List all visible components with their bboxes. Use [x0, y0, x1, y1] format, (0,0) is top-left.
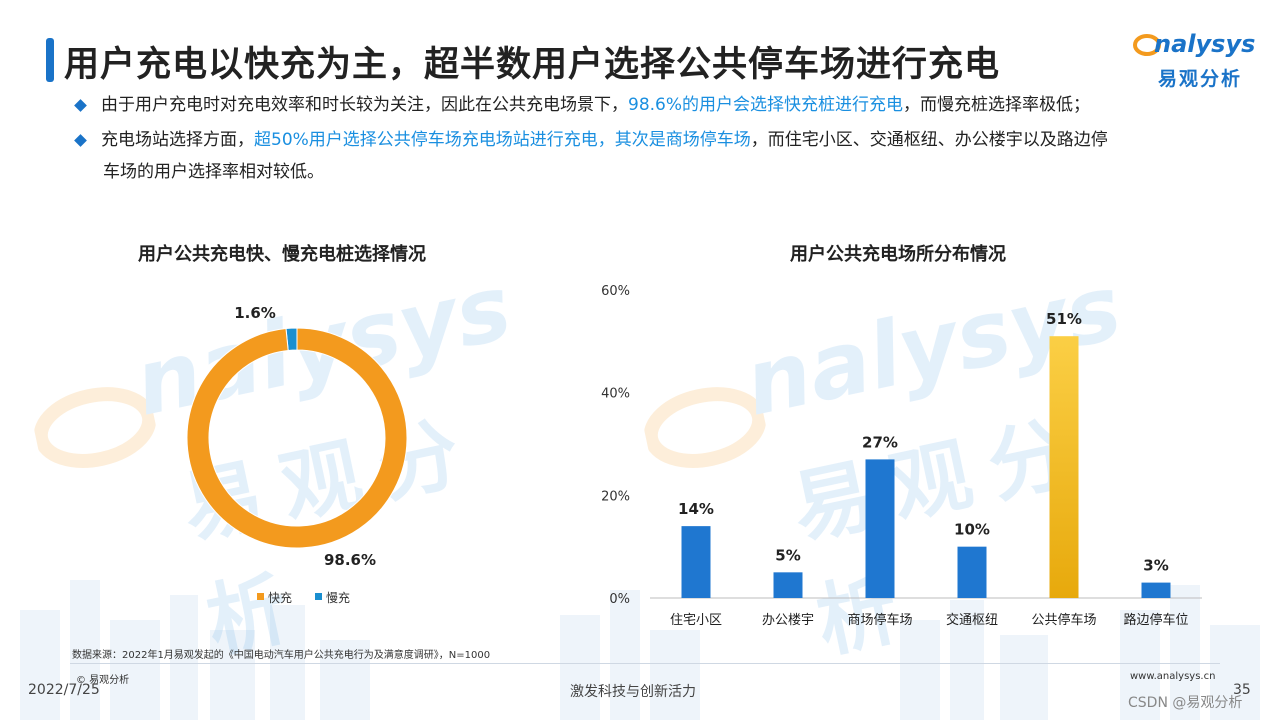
logo-cn: 易观分析: [1158, 68, 1243, 90]
title-accent-bar: [46, 38, 54, 82]
logo-swoosh-icon: [1133, 34, 1161, 56]
bar-chart: 0% 20% 40% 60% 14% 住宅小区 5% 办公楼宇 27% 商场停车场 10% 交通枢纽 5…: [601, 284, 1202, 628]
bar-2: [865, 459, 895, 598]
x-category-label: 路边停车位: [1123, 612, 1188, 628]
bar-value-label: 5%: [775, 546, 800, 564]
bullet-2: 充电场站选择方面，超50%用户选择公共停车场充电场站进行充电，其次是商场停车场，…: [74, 125, 1108, 155]
bar-chart-title: 用户公共充电场所分布情况: [790, 244, 1006, 265]
x-category-label: 住宅小区: [670, 613, 722, 628]
watermark-logo-icon: [643, 387, 767, 468]
date: 2022/7/25: [28, 682, 100, 698]
bullet-2-continuation: 车场的用户选择率相对较低。: [103, 162, 324, 182]
bar-5: [1141, 582, 1171, 598]
donut-chart-title: 用户公共充电快、慢充电桩选择情况: [138, 244, 426, 265]
watermark-left: nalysys 易观分析: [19, 249, 582, 669]
bar-value-label: 27%: [862, 433, 898, 451]
x-category-label: 交通枢纽: [946, 612, 998, 628]
bar-value-label: 3%: [1143, 557, 1168, 575]
logo-wordmark: nalysys: [1154, 30, 1256, 58]
donut-label-slow: 1.6%: [234, 304, 276, 322]
bullet-diamond-icon: [74, 134, 87, 147]
bar-4: [1049, 336, 1079, 598]
csdn-watermark: CSDN @易观分析: [1128, 695, 1243, 711]
x-category-label: 办公楼宇: [762, 613, 814, 628]
legend-swatch-1: [315, 593, 322, 600]
legend-label-0: 快充: [268, 590, 292, 605]
bullet-2-highlight: 超50%用户选择公共停车场充电场站进行充电，其次是商场停车场: [254, 130, 751, 150]
skyline-background: [20, 580, 1260, 720]
bar-value-label: 10%: [954, 521, 990, 539]
donut-label-fast: 98.6%: [324, 551, 376, 569]
bullet-1: 由于用户充电时对充电效率和时长较为关注，因此在公共充电场景下，98.6%的用户会…: [74, 90, 1091, 120]
watermark-right: nalysys 易观分析: [629, 249, 1192, 669]
y-tick-label: 20%: [601, 489, 630, 504]
x-category-label: 公共停车场: [1031, 612, 1096, 628]
page-number: 35: [1233, 682, 1251, 698]
legend-label-1: 慢充: [326, 590, 350, 605]
y-tick-label: 60%: [601, 284, 630, 299]
footer-divider: [70, 663, 1220, 664]
bar-3: [957, 546, 987, 598]
y-tick-label: 40%: [601, 387, 630, 402]
slogan: 激发科技与创新活力: [570, 684, 696, 700]
bullet-1-highlight: 98.6%的用户会选择快充桩进行充电: [628, 95, 904, 115]
copyright: © 易观分析: [76, 675, 130, 686]
x-category-label: 商场停车场: [847, 612, 912, 628]
bar-value-label: 14%: [678, 500, 714, 518]
donut-chart: 1.6% 98.6% 快充 慢充: [186, 304, 408, 605]
bar-value-label: 51%: [1046, 310, 1082, 328]
donut-slice-fast: [186, 327, 408, 549]
bullet-1-post: ，而慢充桩选择率极低；: [903, 95, 1091, 115]
website: www.analysys.cn: [1130, 671, 1216, 682]
bullet-2-pre: 充电场站选择方面，: [101, 130, 254, 150]
bar-0: [681, 526, 711, 598]
bullet-1-pre: 由于用户充电时对充电效率和时长较为关注，因此在公共充电场景下，: [101, 95, 628, 115]
data-source: 数据来源：2022年1月易观发起的《中国电动汽车用户公共充电行为及满意度调研》，…: [72, 650, 491, 661]
legend-swatch-0: [257, 593, 264, 600]
y-tick-label: 0%: [609, 592, 630, 607]
page-title: 用户充电以快充为主，超半数用户选择公共停车场进行充电: [64, 45, 1001, 85]
bar-1: [773, 572, 803, 598]
bullet-2-post: ，而住宅小区、交通枢纽、办公楼宇以及路边停: [750, 130, 1108, 150]
bullet-diamond-icon: [74, 99, 87, 112]
watermark-logo-icon: [33, 387, 157, 468]
